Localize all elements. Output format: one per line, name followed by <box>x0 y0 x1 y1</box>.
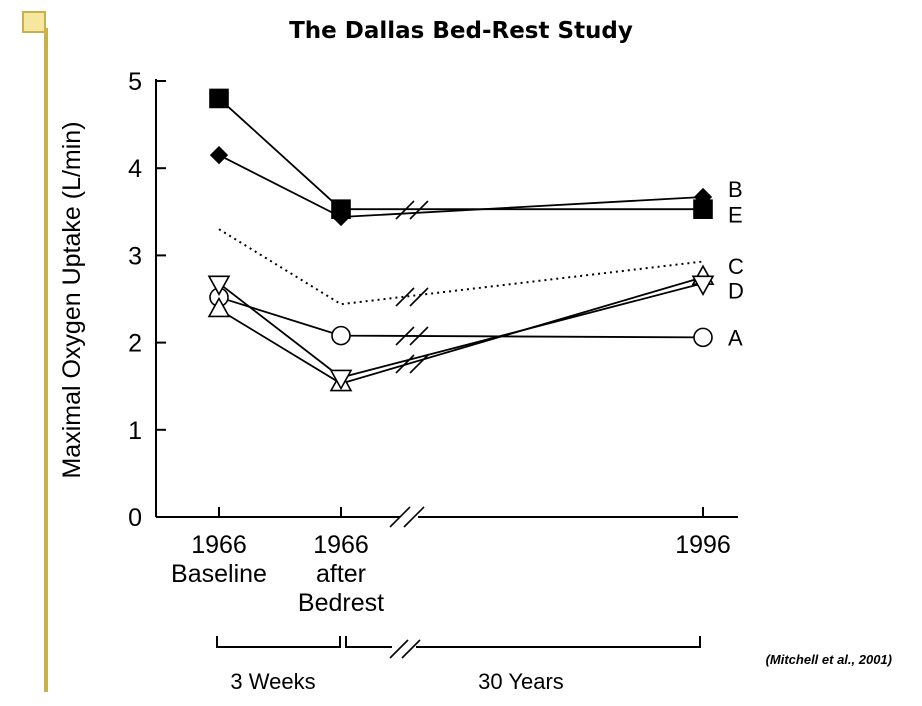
x-category-label: Baseline <box>171 560 267 588</box>
y-axis-ticks: 0 1 2 3 4 5 <box>128 68 166 532</box>
marker-e <box>209 88 229 109</box>
series-break <box>409 200 429 220</box>
marker-a <box>693 327 713 348</box>
series-line-a <box>218 296 704 339</box>
series-break-marks <box>395 200 429 374</box>
y-tick-label: 3 <box>128 242 142 270</box>
period-bracket-30-years <box>345 636 701 648</box>
series-label-a: A <box>728 325 743 350</box>
marker-d <box>691 275 715 296</box>
series-line-d <box>218 282 704 379</box>
markers-layer: A B CD E <box>207 88 744 392</box>
plot-area <box>218 97 704 385</box>
x-category-label: 1966 <box>313 531 369 559</box>
period-break <box>389 639 409 659</box>
x-axis-break <box>403 506 425 528</box>
x-axis-ticks <box>218 507 704 517</box>
series-break <box>409 287 429 307</box>
marker-d <box>207 275 231 296</box>
period-label-3-weeks: 3 Weeks <box>230 669 315 694</box>
slide-accent-box <box>22 11 46 33</box>
series-label-c: C <box>728 254 744 279</box>
x-category-label: Bedrest <box>298 589 384 617</box>
x-category-label: 1966 <box>191 531 247 559</box>
marker-a <box>331 325 351 346</box>
period-break <box>401 639 421 659</box>
slide-accent-bar <box>44 28 48 692</box>
y-tick-label: 0 <box>128 504 142 532</box>
series-break <box>409 354 429 374</box>
series-break <box>395 200 415 220</box>
marker-e <box>693 199 713 219</box>
x-category-label: after <box>316 560 366 588</box>
series-break <box>395 287 415 307</box>
series-label-b: B <box>728 177 743 202</box>
series-line-c <box>218 276 704 385</box>
series-break <box>409 326 429 346</box>
x-category-label: 1996 <box>675 531 731 559</box>
period-label-30-years: 30 Years <box>478 669 564 694</box>
marker-e <box>331 199 351 219</box>
series-break <box>395 326 415 346</box>
y-tick-label: 4 <box>128 155 142 183</box>
y-tick-label: 5 <box>128 68 142 96</box>
y-tick-label: 1 <box>128 417 142 445</box>
citation: (Mitchell et al., 2001) <box>765 652 892 667</box>
marker-d <box>329 369 353 391</box>
marker-b <box>209 145 229 165</box>
series-line-mean <box>218 228 704 306</box>
period-bracket-3-weeks <box>216 636 341 648</box>
series-label-d: D <box>728 278 744 303</box>
chart-title: The Dallas Bed-Rest Study <box>289 18 633 44</box>
series-break <box>395 354 415 374</box>
series-label-e: E <box>728 202 743 227</box>
y-axis-label: Maximal Oxygen Uptake (L/min) <box>58 121 86 478</box>
marker-c <box>207 296 231 318</box>
y-tick-label: 2 <box>128 330 142 358</box>
x-axis-break <box>389 506 411 528</box>
